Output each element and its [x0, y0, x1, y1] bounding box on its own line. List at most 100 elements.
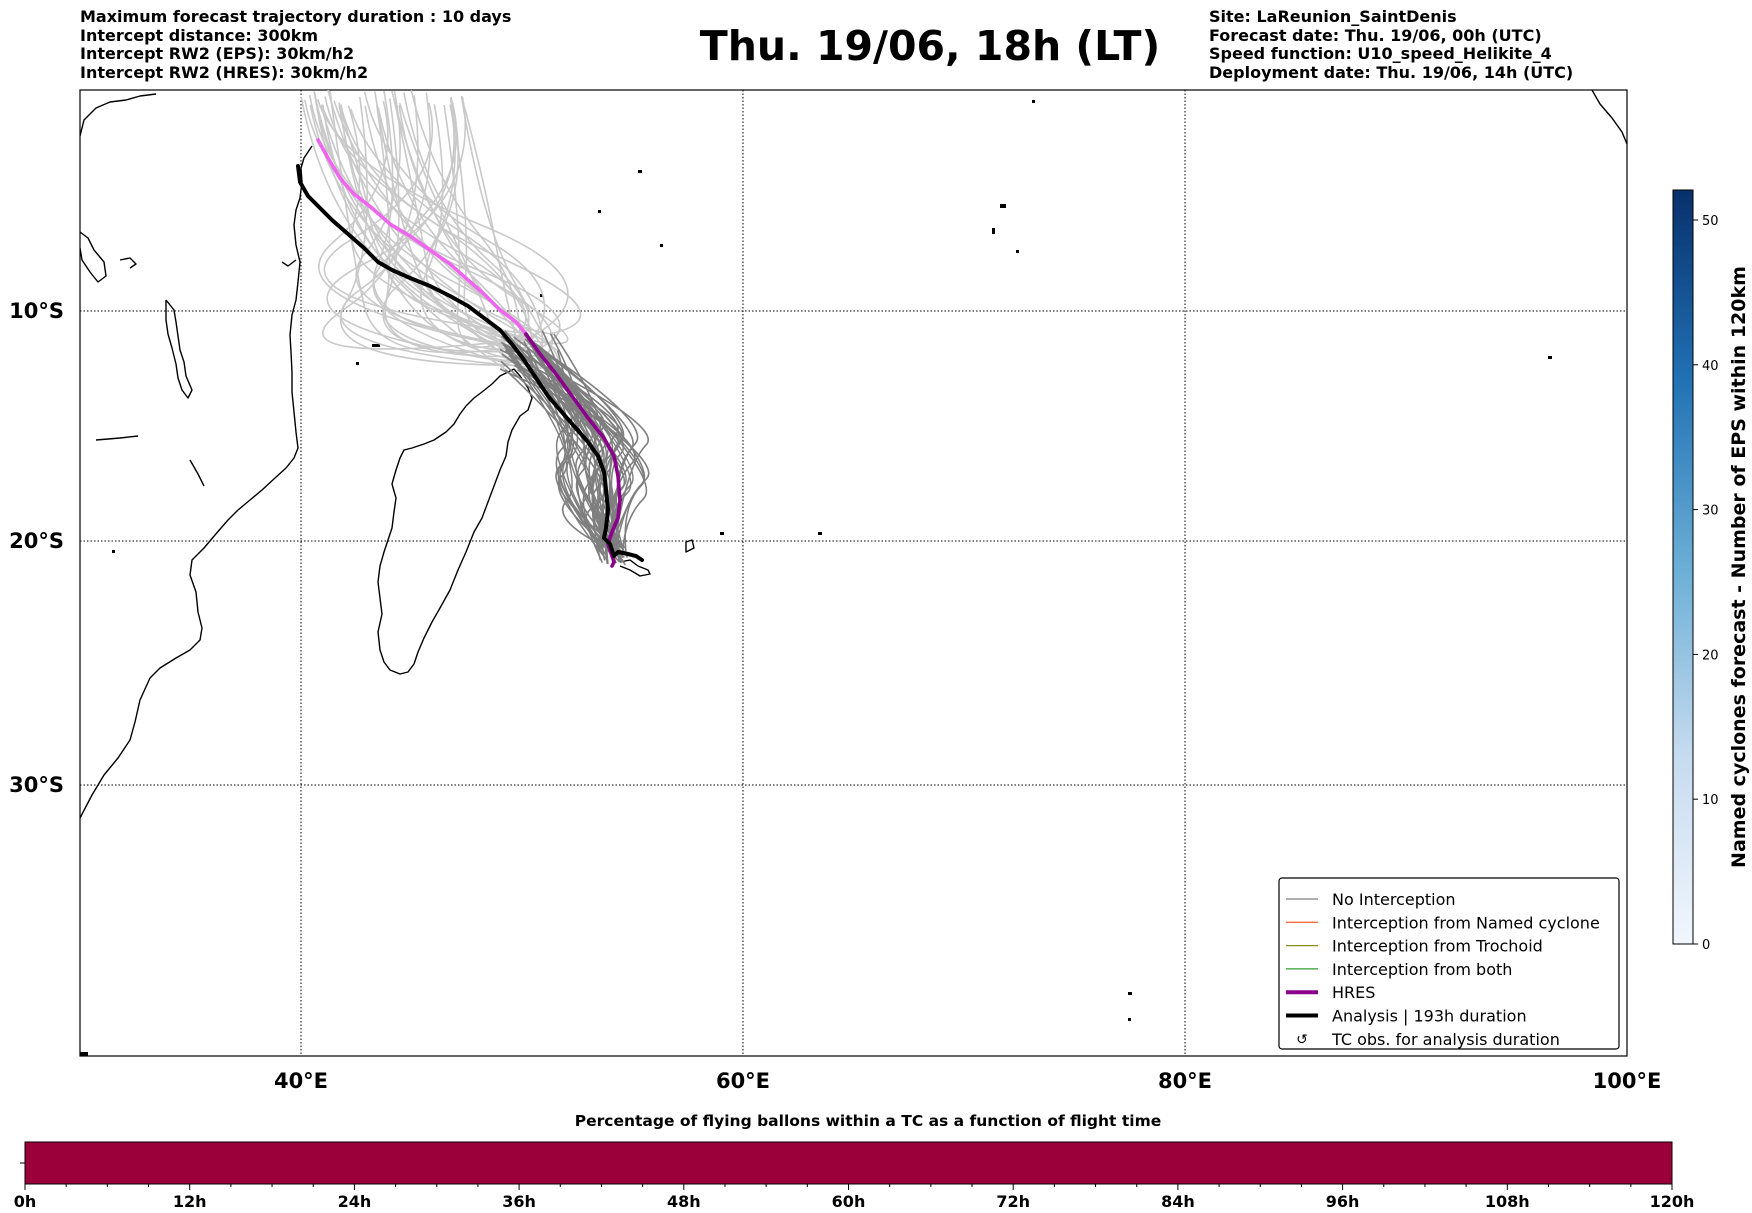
site-line: Site: LaReunion_SaintDenis — [1209, 7, 1457, 26]
island — [1016, 250, 1019, 253]
legend: No Interception Interception from Named c… — [1278, 877, 1620, 1050]
eps-trajectory-early — [450, 103, 528, 342]
africa-coast — [80, 145, 313, 819]
eps-trajectory-late — [513, 336, 625, 553]
legend-label: No Interception — [1332, 890, 1456, 909]
analysis-trajectory — [296, 164, 644, 562]
african-lakes — [95, 435, 205, 487]
lat-label-30s: 30°S — [9, 773, 64, 797]
colorbar-label: Named cyclones forecast - Number of EPS … — [1728, 266, 1750, 868]
colorbar-tick-label: 0 — [1702, 938, 1710, 953]
island — [720, 532, 724, 535]
island — [1128, 992, 1132, 995]
site-line: Forecast date: Thu. 19/06, 00h (UTC) — [1209, 25, 1542, 45]
island — [372, 344, 380, 347]
far-east-coast — [1591, 90, 1627, 145]
colorbar-tick-label: 40 — [1702, 359, 1719, 374]
bottom-colorbar-title: Percentage of flying ballons within a TC… — [575, 1112, 1162, 1130]
eps-trajectory-late — [500, 360, 624, 548]
island — [1032, 100, 1035, 103]
coastlines — [80, 90, 1627, 819]
mozambique-island — [165, 299, 193, 399]
bottom-tick-label: 108h — [1485, 1192, 1530, 1211]
right-colorbar: 0 10 20 30 40 50 Named cyclones forecast - Nu… — [1672, 189, 1750, 953]
colorbar-ticks: 0 10 20 30 40 50 — [1693, 214, 1719, 953]
bottom-tick-label: 84h — [1161, 1192, 1195, 1211]
eps-trajectory-late — [528, 341, 618, 550]
eps-trajectory-early — [364, 105, 544, 355]
eps-trajectory-early — [460, 95, 544, 333]
island — [1000, 204, 1006, 208]
bottom-colorbar-fill — [24, 1141, 1673, 1185]
bottom-colorbar-ticks: 0h 12h 24h 36h 48h 60h 72h 84h 96h 108h 120h — [14, 1184, 1695, 1211]
eps-trajectory-late — [535, 345, 639, 554]
island — [638, 170, 642, 173]
eps-trajectory-early — [398, 102, 501, 350]
island — [112, 550, 115, 553]
lon-label-100e: 100°E — [1593, 1069, 1662, 1093]
colorbar-tick-label: 20 — [1702, 648, 1719, 663]
island — [818, 532, 822, 535]
legend-label: Interception from Named cyclone — [1332, 913, 1600, 932]
legend-label: Interception from Trochoid — [1332, 937, 1543, 956]
bottom-tick-label: 72h — [996, 1192, 1030, 1211]
bottom-tick-label: 120h — [1650, 1192, 1695, 1211]
reunion-island — [619, 559, 651, 577]
eps-trajectory-late — [517, 344, 645, 554]
param-line: Intercept RW2 (HRES): 30km/h2 — [80, 62, 369, 82]
eps-trajectory-late — [506, 347, 649, 557]
site-info: Site: LaReunion_SaintDenis Forecast date… — [1209, 7, 1574, 82]
eps-trajectory-late — [549, 333, 624, 563]
legend-symbol-tc-obs: ↺ — [1296, 1032, 1308, 1048]
africa-horn — [281, 259, 297, 267]
map-title: Thu. 19/06, 18h (LT) — [699, 22, 1161, 70]
eps-trajectory-early — [338, 106, 506, 332]
legend-label: Analysis | 193h duration — [1332, 1007, 1527, 1026]
hres-trajectory-early — [316, 138, 528, 336]
colorbar-gradient — [1672, 189, 1694, 945]
colorbar-tick-label: 10 — [1702, 793, 1719, 808]
comoros-island — [119, 257, 137, 269]
legend-box — [1278, 877, 1620, 1050]
bottom-colorbar: Percentage of flying ballons within a TC… — [14, 1112, 1695, 1211]
mauritius-island — [685, 539, 695, 553]
madagascar-coast — [377, 368, 533, 675]
site-line: Deployment date: Thu. 19/06, 14h (UTC) — [1209, 62, 1574, 82]
axis-labels: 40°E 60°E 80°E 100°E 10°S 20°S 30°S — [9, 299, 1661, 1093]
island — [80, 1052, 88, 1056]
bottom-tick-label: 24h — [338, 1192, 372, 1211]
eps-trajectory-early — [323, 102, 528, 335]
colorbar-tick-label: 50 — [1702, 214, 1719, 229]
bottom-tick-label: 60h — [832, 1192, 866, 1211]
bottom-tick-label: 96h — [1326, 1192, 1360, 1211]
island — [1128, 1018, 1131, 1021]
bottom-tick-label: 36h — [502, 1192, 536, 1211]
island — [1548, 356, 1552, 359]
param-line: Maximum forecast trajectory duration : 1… — [80, 7, 512, 26]
param-line: Intercept RW2 (EPS): 30km/h2 — [80, 44, 355, 63]
island — [660, 244, 663, 247]
eps-trajectory-early — [316, 98, 569, 343]
bottom-tick-label: 48h — [667, 1192, 701, 1211]
lat-label-20s: 20°S — [9, 529, 64, 553]
eps-trajectory-early — [324, 96, 527, 348]
socotra-like-island — [80, 231, 107, 283]
lon-label-40e: 40°E — [274, 1069, 328, 1093]
eps-trajectory-late — [517, 369, 608, 557]
colorbar-tick-label: 30 — [1702, 504, 1719, 519]
lat-label-10s: 10°S — [9, 299, 64, 323]
eps-trajectory-early — [443, 104, 502, 348]
bottom-tick-label: 0h — [14, 1192, 37, 1211]
island — [992, 228, 995, 234]
param-line: Intercept distance: 300km — [80, 25, 319, 45]
island — [598, 210, 601, 213]
arabia-coast — [80, 93, 157, 137]
graticule — [80, 90, 1627, 1056]
eps-trajectories-late — [499, 330, 650, 566]
eps-trajectory-early — [308, 94, 553, 369]
eps-trajectory-late — [499, 348, 620, 548]
island — [540, 294, 543, 297]
island — [356, 362, 359, 365]
eps-trajectory-early — [403, 92, 530, 351]
